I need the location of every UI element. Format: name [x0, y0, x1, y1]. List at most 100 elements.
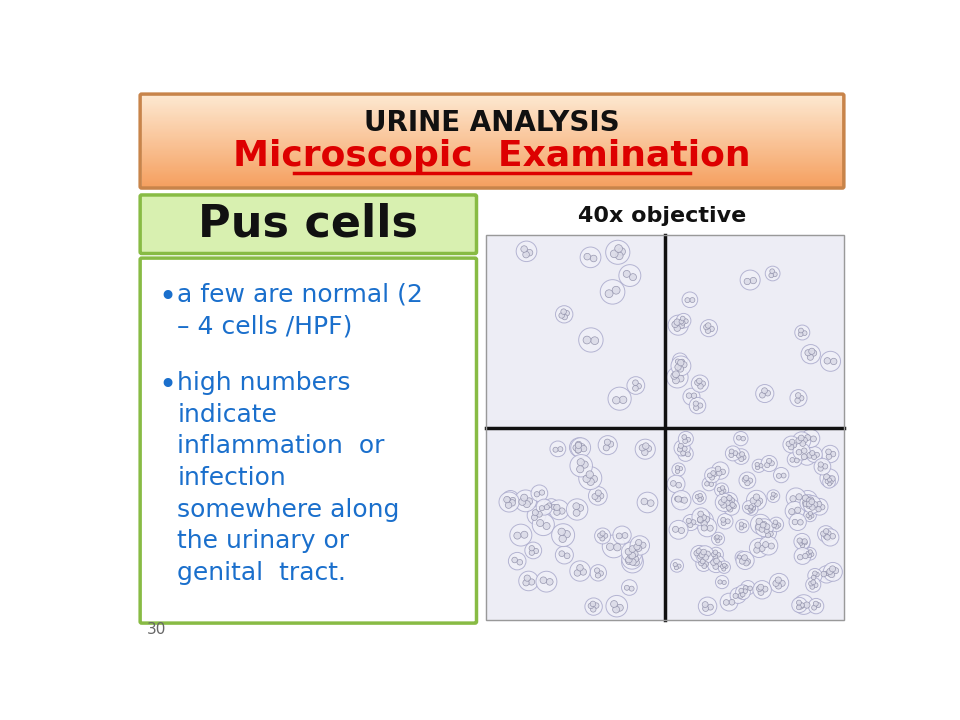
Circle shape [554, 504, 560, 510]
Circle shape [745, 480, 750, 486]
Text: 40x objective: 40x objective [578, 206, 747, 226]
Circle shape [671, 372, 678, 379]
Circle shape [726, 446, 740, 461]
Circle shape [521, 531, 528, 539]
Bar [142, 163, 842, 166]
Bar [142, 107, 842, 109]
Circle shape [759, 546, 765, 552]
Circle shape [787, 452, 803, 467]
Circle shape [801, 544, 804, 548]
Circle shape [622, 549, 642, 569]
Circle shape [611, 250, 618, 258]
Circle shape [818, 526, 834, 542]
Circle shape [726, 505, 732, 510]
Bar [142, 167, 842, 168]
Circle shape [673, 526, 679, 532]
Circle shape [675, 359, 681, 364]
Circle shape [674, 325, 681, 331]
Circle shape [683, 438, 687, 444]
Circle shape [825, 534, 830, 540]
Circle shape [699, 561, 704, 566]
Text: Microscopic  Examination: Microscopic Examination [233, 139, 751, 173]
Circle shape [804, 509, 816, 522]
Circle shape [677, 375, 684, 382]
Circle shape [636, 383, 641, 389]
Circle shape [814, 459, 830, 475]
Circle shape [708, 473, 712, 478]
Circle shape [526, 249, 533, 256]
Bar [142, 184, 842, 186]
Circle shape [613, 544, 621, 551]
Circle shape [769, 573, 789, 593]
Circle shape [753, 580, 772, 599]
Circle shape [797, 600, 802, 605]
Circle shape [520, 494, 528, 501]
Circle shape [715, 575, 729, 589]
Circle shape [714, 483, 729, 497]
Circle shape [793, 443, 810, 460]
Circle shape [615, 252, 623, 260]
Text: Pus cells: Pus cells [199, 203, 419, 246]
Circle shape [598, 493, 604, 499]
Circle shape [811, 454, 817, 459]
Circle shape [761, 456, 778, 472]
Circle shape [691, 520, 696, 525]
Circle shape [705, 482, 709, 486]
Circle shape [675, 496, 682, 502]
Circle shape [728, 500, 732, 506]
Circle shape [742, 523, 747, 528]
Circle shape [800, 603, 804, 608]
Circle shape [799, 541, 804, 545]
Circle shape [517, 559, 522, 565]
Circle shape [670, 559, 684, 572]
Circle shape [799, 435, 804, 441]
Circle shape [776, 583, 781, 589]
Circle shape [795, 458, 800, 463]
Circle shape [713, 554, 718, 559]
Circle shape [804, 547, 816, 560]
Circle shape [808, 598, 824, 613]
Circle shape [704, 325, 709, 330]
Bar [142, 168, 842, 170]
Circle shape [737, 555, 741, 559]
Circle shape [718, 536, 722, 540]
Circle shape [822, 528, 839, 546]
Circle shape [808, 550, 812, 554]
Circle shape [683, 515, 699, 531]
Circle shape [676, 482, 682, 488]
Circle shape [529, 550, 535, 555]
Circle shape [705, 468, 720, 483]
Bar [142, 169, 842, 171]
Bar [142, 153, 842, 155]
Bar [142, 151, 842, 153]
Circle shape [710, 471, 716, 475]
Circle shape [666, 366, 688, 388]
Circle shape [765, 533, 771, 538]
Bar [142, 140, 842, 141]
Circle shape [696, 556, 711, 572]
Circle shape [717, 487, 722, 492]
Bar [142, 171, 842, 172]
Circle shape [590, 606, 596, 612]
Bar [142, 121, 842, 122]
Circle shape [552, 523, 575, 546]
Circle shape [681, 316, 685, 321]
Circle shape [813, 601, 818, 606]
Bar [142, 131, 842, 132]
Circle shape [716, 470, 722, 476]
Bar [142, 159, 842, 161]
Circle shape [679, 444, 684, 449]
Circle shape [756, 498, 763, 504]
Bar [142, 106, 842, 107]
Circle shape [818, 566, 835, 583]
Circle shape [701, 525, 708, 531]
Circle shape [718, 580, 722, 584]
Circle shape [716, 561, 722, 567]
Text: •: • [158, 283, 177, 312]
Circle shape [733, 431, 748, 446]
Circle shape [729, 599, 734, 605]
Circle shape [645, 446, 652, 451]
FancyBboxPatch shape [140, 195, 476, 253]
Circle shape [673, 377, 680, 384]
Circle shape [765, 390, 771, 396]
